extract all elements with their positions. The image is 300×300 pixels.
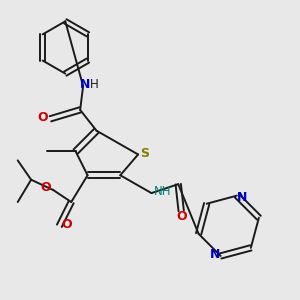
Text: O: O [41,181,51,194]
Text: N: N [80,78,90,91]
Text: O: O [176,210,187,223]
Text: S: S [140,147,149,161]
Text: N: N [237,190,247,204]
Text: H: H [90,78,99,91]
Text: NH: NH [154,185,171,198]
Text: O: O [38,111,48,124]
Text: N: N [210,248,220,261]
Text: O: O [61,218,72,231]
